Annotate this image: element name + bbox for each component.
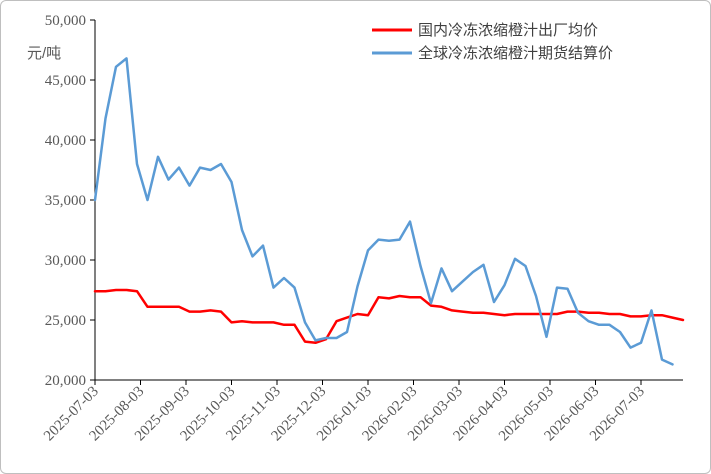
y-tick-label: 40,000 xyxy=(45,133,86,149)
legend-label-domestic: 国内冷冻浓缩橙汁出厂均价 xyxy=(418,21,598,39)
y-tick-label: 35,000 xyxy=(45,193,86,209)
legend-label-global: 全球冷冻浓缩橙汁期货结算价 xyxy=(418,44,613,62)
axes: 20,000 25,000 30,000 35,000 40,000 45,000 50,0… xyxy=(41,13,683,444)
y-tick-label: 25,000 xyxy=(45,313,86,329)
y-tick-label: 50,000 xyxy=(45,13,86,29)
y-unit-label: 元/吨 xyxy=(27,45,61,62)
y-tick-label: 20,000 xyxy=(45,373,86,389)
series-line-domestic xyxy=(93,288,685,345)
y-tick-label: 30,000 xyxy=(45,253,86,269)
y-tick-label: 45,000 xyxy=(45,73,86,89)
series-layer xyxy=(93,57,685,366)
series-line-global xyxy=(93,57,674,366)
legend: 国内冷冻浓缩橙汁出厂均价 全球冷冻浓缩橙汁期货结算价 xyxy=(372,21,613,62)
